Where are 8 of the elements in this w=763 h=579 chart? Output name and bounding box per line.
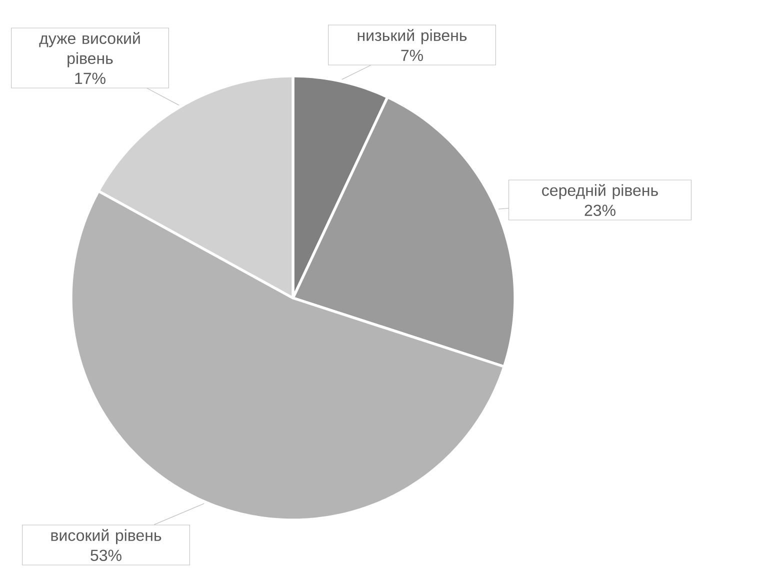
data-label: 53%: [90, 550, 122, 562]
data-label: 7%: [401, 50, 423, 61]
slice-label: високий рівень: [51, 528, 162, 544]
data-label: 23%: [584, 204, 616, 216]
slice-label: середній рівень: [542, 184, 658, 200]
slice-label: дуже високий рівень: [39, 32, 140, 68]
data-label: 17%: [75, 72, 106, 84]
slice-label: низький рівень: [358, 29, 467, 44]
